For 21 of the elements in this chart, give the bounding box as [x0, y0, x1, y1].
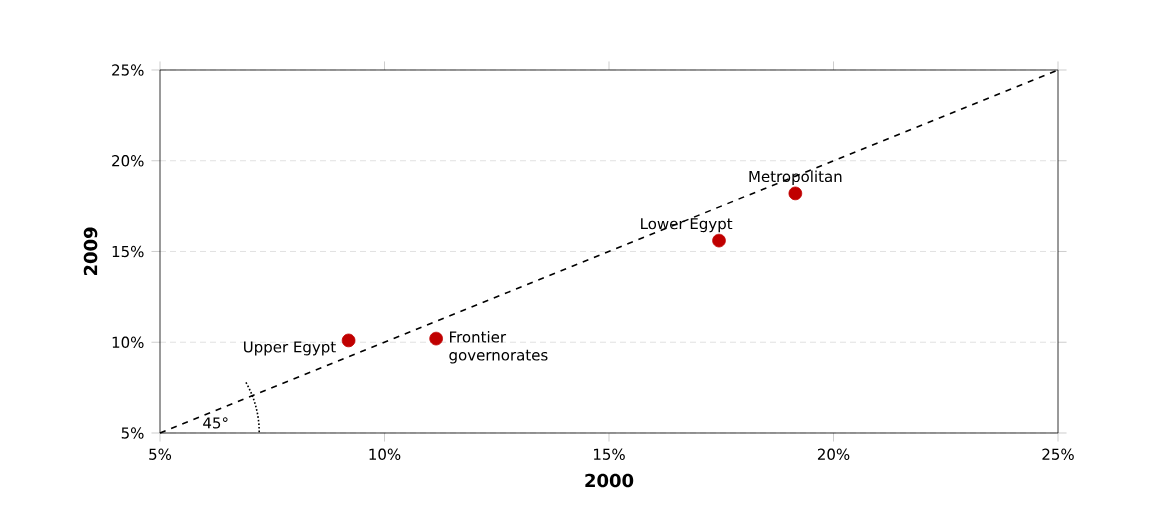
- point: [788, 186, 803, 201]
- y-axis-title: 2009: [83, 227, 98, 276]
- annotation: Metropolitan: [749, 170, 842, 185]
- y-tick-label: 25%: [112, 64, 144, 76]
- x-tick-label: 10%: [369, 448, 401, 460]
- y-tick-label: 15%: [112, 245, 144, 258]
- annotation: Upper Egypt: [244, 341, 336, 356]
- x-axis-title: 2000: [585, 473, 634, 488]
- y-tick-label: 20%: [112, 155, 144, 167]
- x-tick-label: 20%: [817, 448, 850, 460]
- point: [341, 333, 356, 348]
- annotation: 45°: [203, 417, 228, 429]
- y-tick-label: 5%: [121, 427, 144, 439]
- annotation: Frontier governorates: [449, 331, 548, 364]
- point: [712, 233, 726, 248]
- annotation: Lower Egypt: [641, 218, 733, 233]
- point: [429, 331, 443, 346]
- x-tick-label: 25%: [1042, 448, 1074, 460]
- x-tick-label: 5%: [149, 448, 172, 460]
- x-tick-label: 15%: [594, 448, 625, 460]
- y-tick-label: 10%: [112, 336, 144, 348]
